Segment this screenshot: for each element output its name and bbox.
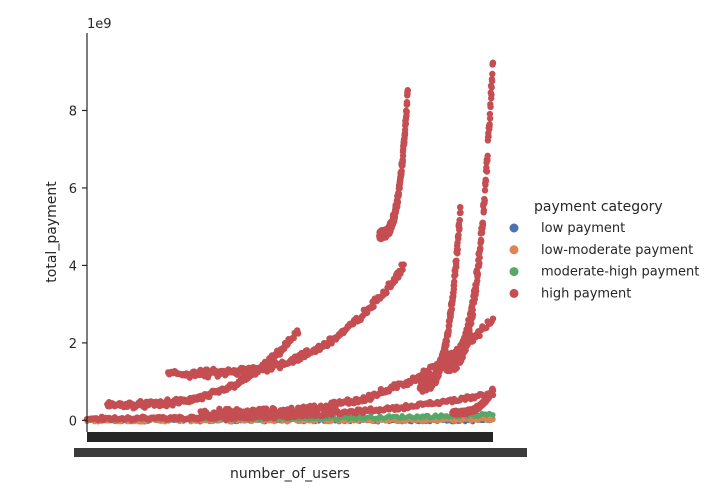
data-point <box>443 338 450 345</box>
data-point <box>474 271 482 278</box>
data-point <box>394 198 402 206</box>
data-point <box>489 59 497 66</box>
data-point <box>398 168 405 175</box>
legend-label: high payment <box>541 286 631 301</box>
data-point <box>472 287 480 295</box>
data-point <box>404 87 411 94</box>
data-point <box>486 115 494 122</box>
x-axis-label: number_of_users <box>230 466 350 482</box>
data-point <box>403 101 411 108</box>
data-point <box>489 70 496 78</box>
data-point <box>453 364 460 372</box>
data-point <box>477 245 484 252</box>
data-point <box>462 343 470 351</box>
data-point <box>457 209 464 216</box>
data-point <box>490 412 496 418</box>
data-point <box>468 320 475 327</box>
data-point <box>483 168 491 175</box>
data-point <box>399 158 407 165</box>
data-point <box>453 257 460 264</box>
data-point <box>488 84 495 91</box>
data-point <box>399 266 406 273</box>
data-point <box>396 185 403 192</box>
legend-item: high payment <box>509 286 631 301</box>
data-point <box>479 221 487 229</box>
x-axis-tick-band <box>87 432 493 442</box>
legend-label: low payment <box>541 221 625 236</box>
data-point <box>402 120 409 128</box>
legend-item: low-moderate payment <box>509 243 693 258</box>
data-point <box>478 238 485 245</box>
y-ticks: 0 2 4 6 8 <box>69 104 87 429</box>
data-point <box>290 334 297 342</box>
y-tick-label: 4 <box>69 259 77 274</box>
data-point <box>294 330 302 337</box>
y-tick-label: 0 <box>69 414 77 429</box>
data-point <box>453 263 460 271</box>
data-point <box>482 177 490 185</box>
data-point <box>476 332 483 340</box>
data-point <box>395 190 402 197</box>
y-tick-label: 8 <box>69 104 77 119</box>
data-point <box>383 289 390 297</box>
data-point <box>481 197 488 204</box>
legend-label: low-moderate payment <box>541 243 693 258</box>
data-point <box>478 229 486 237</box>
y-tick-label: 6 <box>69 182 77 197</box>
data-point <box>476 254 483 261</box>
data-point <box>370 303 377 310</box>
data-point <box>485 133 492 140</box>
data-point <box>488 91 495 98</box>
data-point <box>476 260 483 267</box>
data-point <box>488 77 496 85</box>
legend-marker <box>509 267 519 277</box>
legend-marker <box>509 245 519 255</box>
data-point <box>456 216 463 224</box>
data-point <box>451 278 458 285</box>
data-point <box>403 108 410 115</box>
data-point <box>487 103 494 111</box>
legend-title: payment category <box>534 199 663 215</box>
data-point <box>480 207 488 214</box>
data-point <box>454 246 461 253</box>
legend-item: moderate-high payment <box>509 265 699 280</box>
data-point <box>466 329 473 337</box>
legend-marker <box>509 288 519 298</box>
y-tick-label: 2 <box>69 337 77 352</box>
data-point <box>448 305 456 313</box>
data-point <box>490 417 496 423</box>
legend-label: moderate-high payment <box>541 265 699 280</box>
data-point <box>400 261 407 268</box>
data-point <box>484 152 491 160</box>
data-point <box>399 152 407 159</box>
data-point <box>452 271 459 279</box>
y-offset-label: 1e9 <box>87 17 112 32</box>
legend-item: low payment <box>509 221 625 236</box>
x-tick-labels <box>74 448 527 457</box>
data-point <box>455 231 462 239</box>
data-point <box>469 306 476 314</box>
data-point <box>486 121 493 128</box>
data-point <box>481 187 489 194</box>
data-point <box>456 225 463 232</box>
points-layer <box>83 59 497 425</box>
y-axis-label: total_payment <box>44 181 60 283</box>
data-point <box>464 336 471 343</box>
data-point <box>457 204 464 211</box>
legend: payment category low payment low-moderate… <box>509 199 699 301</box>
data-point <box>469 311 477 319</box>
data-point <box>489 387 497 394</box>
legend-marker <box>509 223 519 233</box>
data-point <box>489 315 497 322</box>
